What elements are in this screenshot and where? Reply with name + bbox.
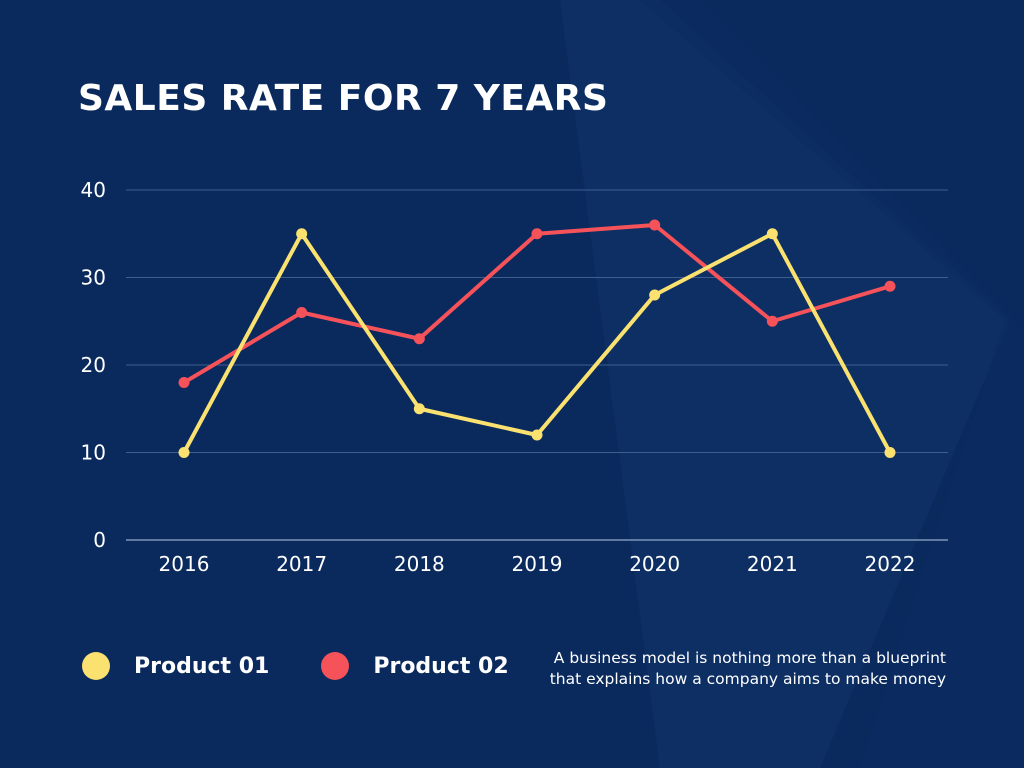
series-line xyxy=(182,223,892,385)
legend-item-product-02: Product 02 xyxy=(321,652,509,680)
data-point xyxy=(296,228,308,240)
data-point xyxy=(178,377,190,388)
series-line xyxy=(182,231,892,455)
y-tick-label: 40 xyxy=(81,178,106,202)
series-1 xyxy=(178,228,896,458)
y-tick-label: 20 xyxy=(81,353,106,377)
x-tick-label: 2022 xyxy=(865,552,916,576)
data-point xyxy=(178,447,190,458)
x-axis-ticks: 2016 2017 2018 2019 2020 2021 2022 xyxy=(159,552,916,576)
y-tick-label: 10 xyxy=(81,441,106,465)
x-tick-label: 2018 xyxy=(394,552,445,576)
data-point xyxy=(531,429,543,441)
x-tick-label: 2019 xyxy=(512,552,563,576)
series-2 xyxy=(178,219,896,388)
y-axis-ticks: 0 10 20 30 40 xyxy=(81,178,106,552)
data-point xyxy=(766,228,778,240)
note-line-2: that explains how a company aims to make… xyxy=(549,670,946,688)
legend: Product 01 Product 02 xyxy=(82,652,561,680)
x-tick-label: 2021 xyxy=(747,552,798,576)
y-tick-label: 0 xyxy=(93,528,106,552)
note-line-1: A business model is nothing more than a … xyxy=(553,649,946,667)
chart-title: SALES RATE FOR 7 YEARS xyxy=(78,78,609,119)
grid-lines xyxy=(126,189,948,541)
series-lines xyxy=(178,219,896,458)
legend-label-product-02: Product 02 xyxy=(373,653,509,679)
legend-dot-product-02 xyxy=(321,652,350,680)
data-point xyxy=(531,228,543,240)
legend-item-product-01: Product 01 xyxy=(82,652,269,680)
data-point xyxy=(413,333,425,345)
data-point xyxy=(649,289,661,301)
data-point xyxy=(296,307,308,318)
x-tick-label: 2016 xyxy=(159,552,210,576)
legend-dot-product-01 xyxy=(82,652,110,680)
y-tick-label: 30 xyxy=(81,266,106,290)
data-point xyxy=(413,403,425,415)
data-point xyxy=(649,219,661,231)
data-point xyxy=(884,280,896,292)
data-point xyxy=(884,447,896,458)
x-tick-label: 2017 xyxy=(276,552,327,576)
description-note: A business model is nothing more than a … xyxy=(526,648,946,690)
data-point xyxy=(766,315,778,327)
x-tick-label: 2020 xyxy=(629,552,680,576)
legend-label-product-01: Product 01 xyxy=(134,653,270,679)
